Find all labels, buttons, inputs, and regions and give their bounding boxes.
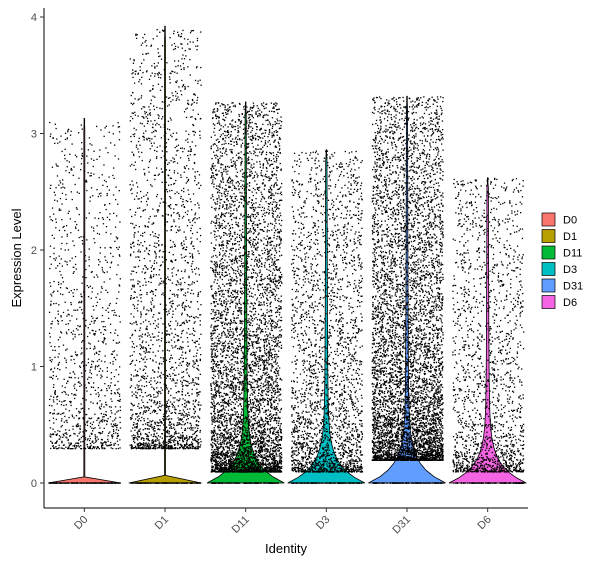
legend-key-D0	[541, 212, 556, 227]
violin-D6	[448, 177, 527, 484]
violin-D1	[128, 25, 202, 484]
points-D3	[290, 149, 364, 484]
x-tick-label: D0	[72, 514, 90, 532]
y-tick-label: 2	[31, 245, 37, 257]
legend-key-D3	[541, 262, 556, 276]
points-D0	[48, 121, 122, 484]
legend-label-D1: D1	[563, 231, 577, 243]
legend-key-D6	[541, 295, 556, 309]
points-D1	[129, 29, 202, 484]
legend-key-D11	[541, 245, 556, 260]
x-axis-title: Identity	[265, 541, 307, 556]
violin-D11	[206, 101, 285, 484]
plot-area	[47, 25, 527, 484]
x-tick-label: D6	[475, 514, 493, 532]
violin-body-D0	[47, 117, 121, 484]
points-D11	[210, 102, 283, 484]
points-D6	[452, 177, 525, 484]
legend-label-D11: D11	[563, 248, 582, 260]
x-axis-ticks: D0 D1 D11 D3 D31 D6	[72, 508, 494, 536]
violin-body-D1	[128, 25, 202, 484]
y-axis-title: Expression Level	[9, 208, 24, 307]
x-tick-label: D31	[390, 514, 413, 537]
violin-D3	[287, 149, 366, 484]
x-tick-label: D3	[314, 514, 332, 532]
y-tick-label: 1	[31, 362, 37, 374]
x-tick-label: D1	[153, 514, 171, 532]
legend-label-D3: D3	[563, 264, 577, 276]
legend-label-D0: D0	[563, 215, 577, 227]
x-tick-label: D11	[230, 514, 252, 536]
legend-label-D31: D31	[563, 281, 583, 293]
legend: D0 D1 D11 D3 D31 D6	[541, 212, 583, 309]
y-axis-ticks: 0 1 2 3 4	[31, 12, 44, 490]
y-tick-label: 0	[31, 478, 37, 490]
violin-body-D31	[368, 95, 446, 484]
violin-body-D3	[287, 149, 366, 484]
violin-D31	[368, 95, 446, 484]
legend-key-D31	[541, 278, 556, 293]
legend-key-D1	[541, 229, 556, 243]
points-D31	[371, 96, 444, 484]
y-tick-label: 4	[31, 12, 37, 24]
legend-label-D6: D6	[563, 297, 577, 309]
violin-D0	[47, 117, 122, 484]
violin-body-D6	[448, 177, 527, 484]
y-tick-label: 3	[31, 129, 37, 141]
